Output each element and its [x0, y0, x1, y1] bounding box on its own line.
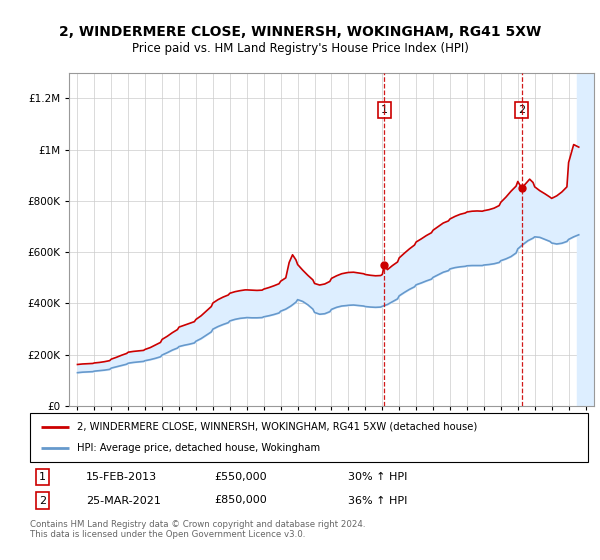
- Text: 2, WINDERMERE CLOSE, WINNERSH, WOKINGHAM, RG41 5XW (detached house): 2, WINDERMERE CLOSE, WINNERSH, WOKINGHAM…: [77, 422, 478, 432]
- Text: 15-FEB-2013: 15-FEB-2013: [86, 472, 157, 482]
- FancyBboxPatch shape: [30, 413, 588, 462]
- Text: £850,000: £850,000: [214, 496, 267, 506]
- Text: Price paid vs. HM Land Registry's House Price Index (HPI): Price paid vs. HM Land Registry's House …: [131, 42, 469, 55]
- Text: 1: 1: [39, 472, 46, 482]
- Bar: [577, 73, 594, 406]
- Text: Contains HM Land Registry data © Crown copyright and database right 2024.
This d: Contains HM Land Registry data © Crown c…: [30, 520, 365, 539]
- Text: £550,000: £550,000: [214, 472, 267, 482]
- Text: 2: 2: [518, 105, 525, 115]
- Text: 25-MAR-2021: 25-MAR-2021: [86, 496, 161, 506]
- Text: HPI: Average price, detached house, Wokingham: HPI: Average price, detached house, Woki…: [77, 443, 320, 453]
- Text: 1: 1: [381, 105, 388, 115]
- Text: 30% ↑ HPI: 30% ↑ HPI: [348, 472, 407, 482]
- Text: 36% ↑ HPI: 36% ↑ HPI: [348, 496, 407, 506]
- Text: 2, WINDERMERE CLOSE, WINNERSH, WOKINGHAM, RG41 5XW: 2, WINDERMERE CLOSE, WINNERSH, WOKINGHAM…: [59, 25, 541, 39]
- Text: 2: 2: [39, 496, 46, 506]
